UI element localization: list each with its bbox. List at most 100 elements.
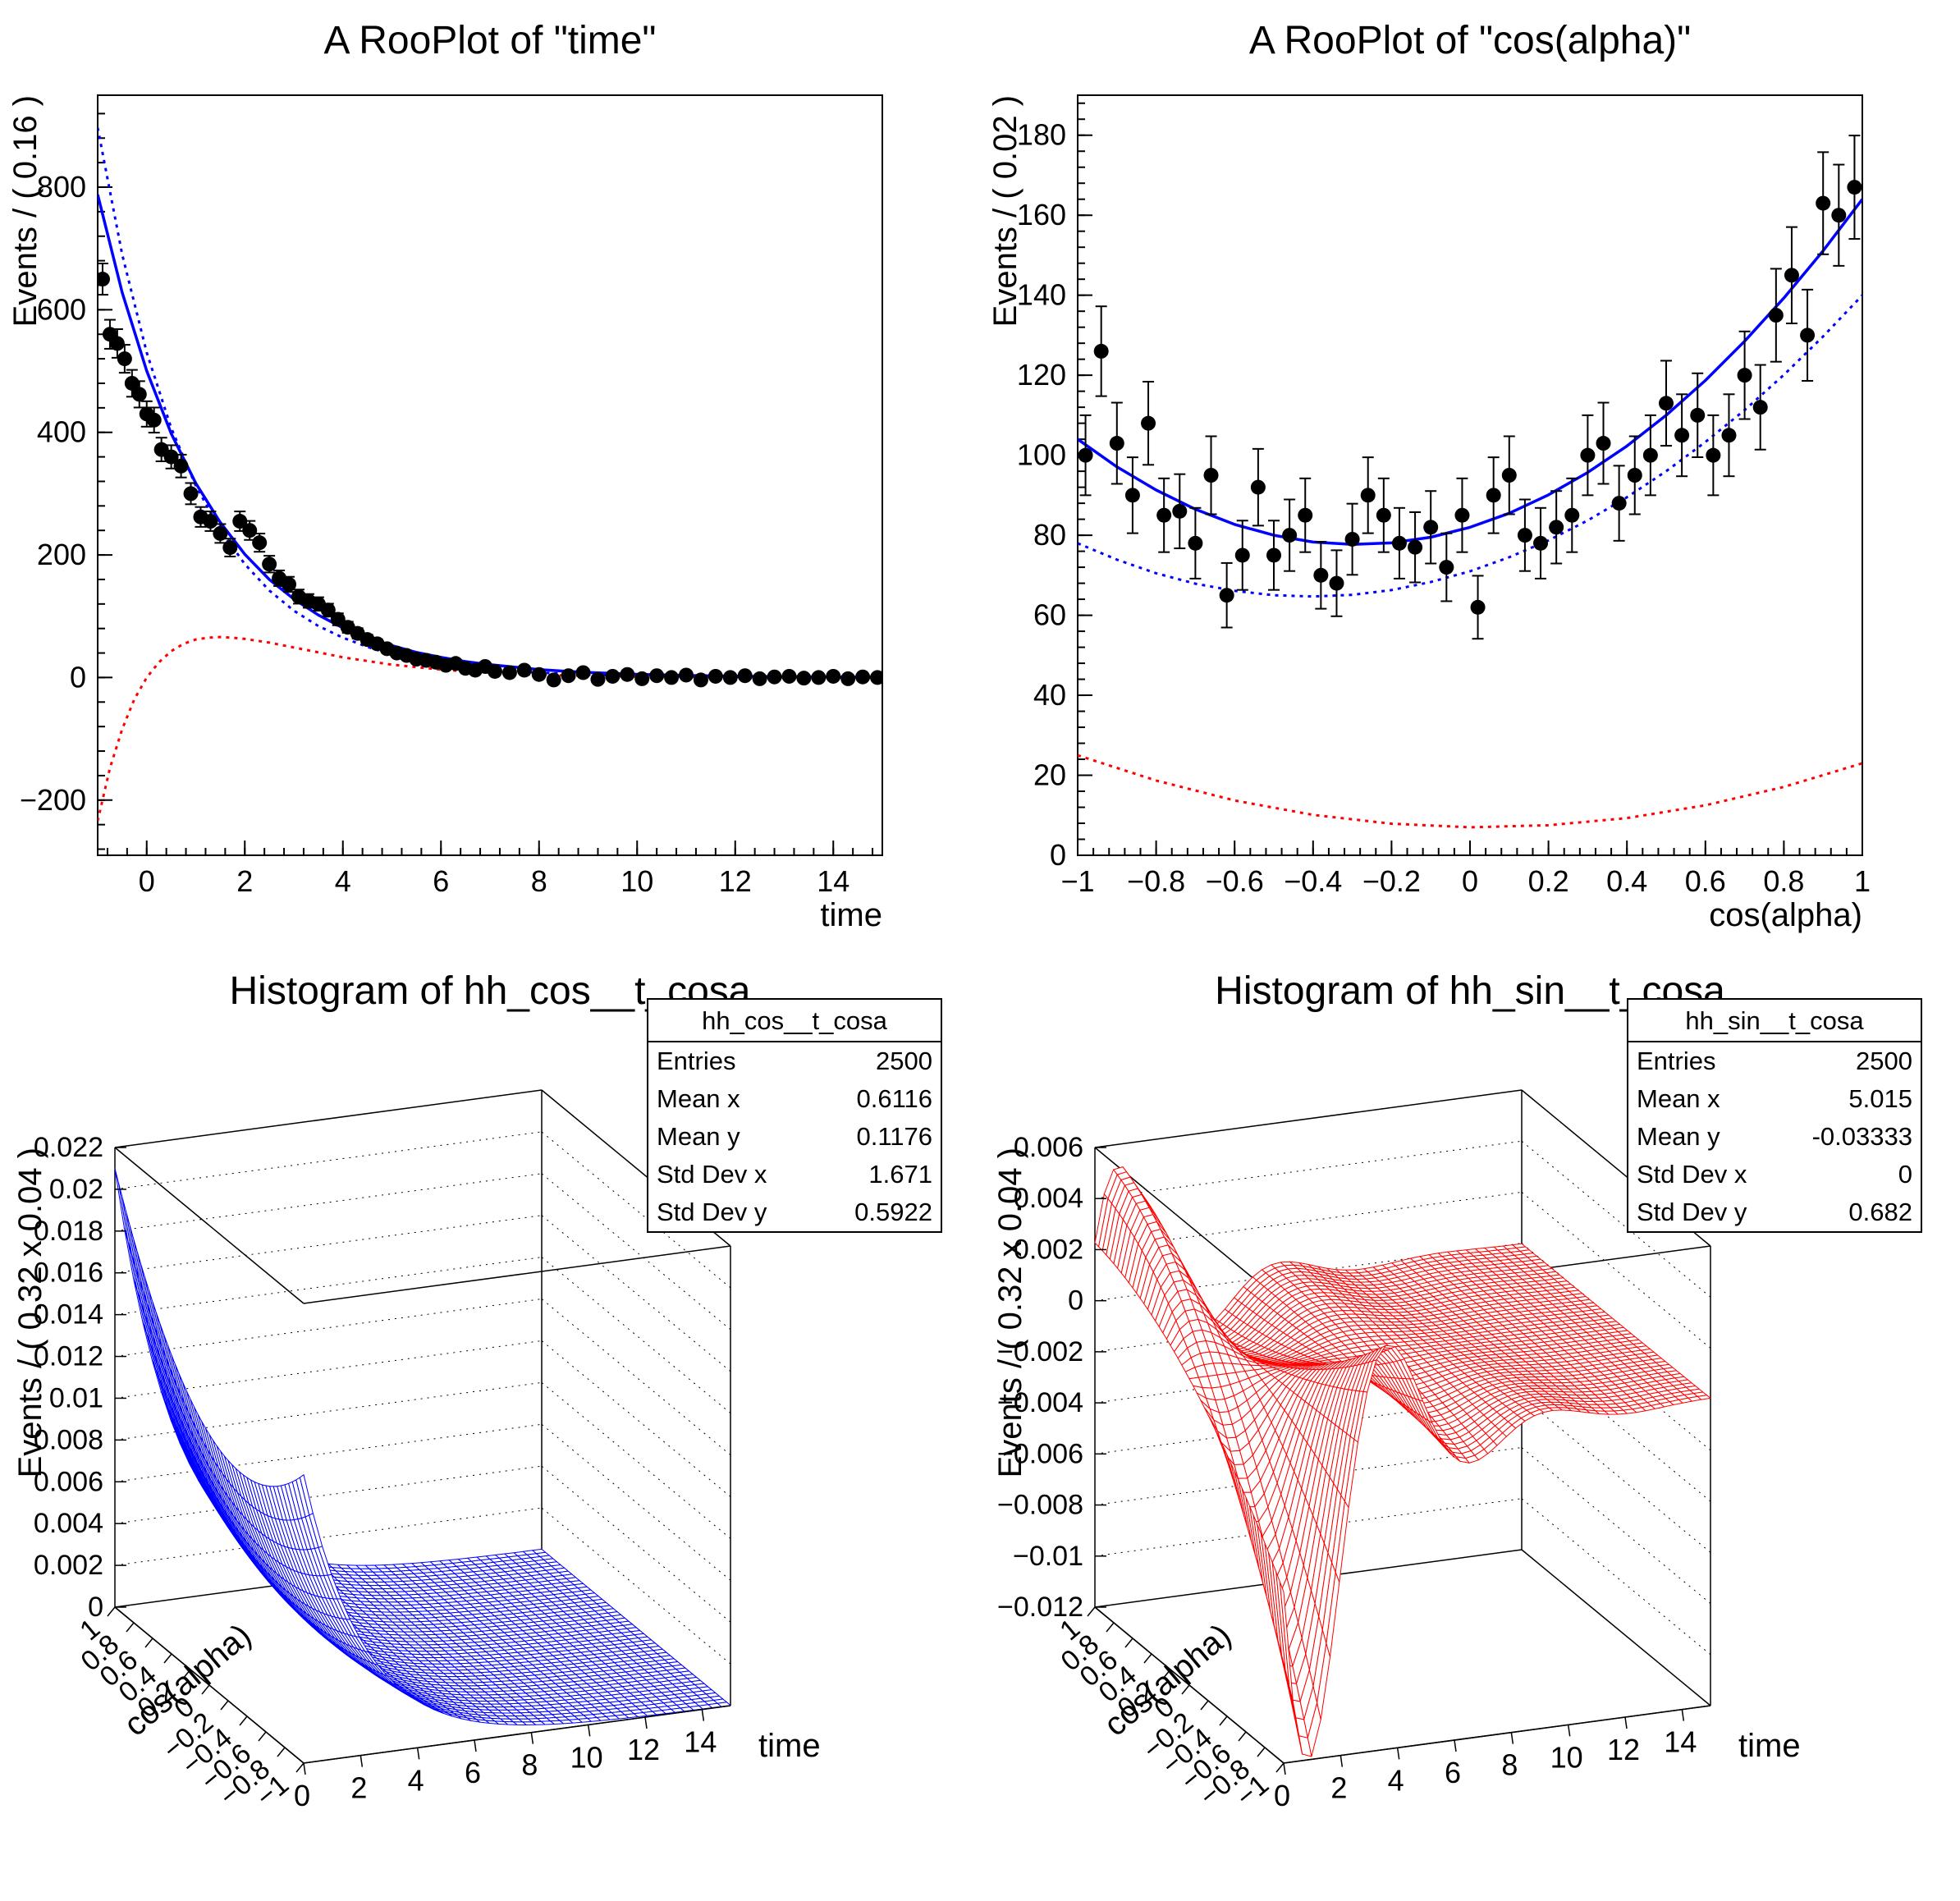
y-tick-label: 0 — [1050, 838, 1066, 872]
data-points — [1078, 135, 1862, 640]
data-point — [1659, 396, 1674, 411]
stats-box-hh-sin[interactable]: hh_sin__t_cosa Entries 2500 Mean x 5.015 M… — [1627, 998, 1922, 1233]
x-axis: −1 −0.8 −0.6 −0.4 −0.2 0 0.2 0.4 0.6 0.8 1 — [1060, 841, 1871, 898]
data-point — [1423, 520, 1439, 535]
surface-plot: −0.012 −0.01 −0.008 −0.006 −0.004 −0.002 0 0.00… — [992, 1089, 1801, 1813]
stat-value: 0.5922 — [854, 1198, 932, 1226]
data-point — [840, 671, 856, 686]
data-point — [1439, 560, 1454, 575]
time-axis: 0 2 4 6 8 10 12 14 time — [1274, 1709, 1801, 1812]
data-point — [1109, 436, 1124, 451]
data-point — [1674, 428, 1690, 443]
stat-value: 2500 — [1856, 1047, 1912, 1075]
data-point — [767, 669, 782, 685]
data-point — [796, 671, 812, 686]
curve-model-fit — [98, 194, 882, 679]
data-point — [870, 670, 882, 685]
time-tick-label: 0 — [1274, 1779, 1290, 1812]
data-point — [1203, 468, 1219, 483]
x-axis: 0 2 4 6 8 10 12 14 — [106, 841, 874, 898]
z-tick-label: −0.012 — [997, 1592, 1083, 1623]
pad-title-time: A RooPlot of "time" — [323, 19, 657, 62]
data-point — [752, 671, 767, 686]
surface-mesh — [1094, 1166, 1711, 1757]
pad-hh-cos-surface: 0 0.002 0.004 0.006 0.008 0.01 0.012 0.014 0.016… — [0, 950, 980, 1901]
data-point — [232, 514, 248, 529]
data-point — [1768, 308, 1784, 323]
z-tick-label: −0.004 — [997, 1387, 1083, 1418]
data-point — [1549, 520, 1564, 535]
data-point — [282, 576, 297, 592]
stat-value: 1.671 — [868, 1160, 932, 1189]
z-tick-label: 0 — [88, 1592, 103, 1623]
time-tick-label: 2 — [1330, 1771, 1347, 1805]
data-point — [183, 486, 199, 502]
data-point — [1282, 528, 1298, 543]
time-tick-label: 2 — [350, 1771, 367, 1805]
data-point — [1816, 195, 1831, 211]
data-point — [1501, 468, 1517, 483]
z-tick-label: 0.002 — [1014, 1234, 1083, 1265]
data-point — [722, 670, 738, 685]
hh-sin-surface-svg: −0.012 −0.01 −0.008 −0.006 −0.004 −0.002 0 0.00… — [992, 1089, 1801, 1813]
z-tick-label: 0.006 — [1014, 1132, 1083, 1163]
data-point — [516, 662, 532, 678]
z-tick-label: 0.002 — [34, 1550, 103, 1581]
z-tick-label: 0.012 — [34, 1341, 103, 1372]
data-point — [1250, 479, 1266, 495]
data-point — [575, 665, 591, 680]
time-tick-label: 12 — [627, 1733, 660, 1766]
data-point — [1313, 567, 1329, 583]
plot-frame — [97, 94, 883, 856]
z-tick-label: 0.004 — [34, 1508, 103, 1539]
x-tick-label: 0 — [139, 864, 155, 898]
x-tick-label: 2 — [236, 864, 253, 898]
data-point — [634, 671, 650, 686]
x-tick-label: −0.6 — [1206, 864, 1264, 898]
z-tick-label: 0.008 — [34, 1424, 103, 1455]
time-tick-label: 0 — [294, 1779, 310, 1812]
curve-component-red — [1078, 754, 1862, 829]
time-tick-label: 6 — [465, 1756, 481, 1789]
data-point — [1329, 575, 1344, 591]
stats-row: Entries 2500 — [648, 1042, 941, 1080]
stats-box-hh-cos[interactable]: hh_cos__t_cosa Entries 2500 Mean x 0.6116 … — [647, 998, 942, 1233]
data-point — [109, 336, 125, 351]
data-point — [1188, 535, 1203, 551]
data-point — [546, 672, 561, 688]
time-tick-label: 14 — [684, 1725, 717, 1759]
data-point — [1093, 343, 1109, 359]
stats-row: Std Dev y 0.5922 — [648, 1193, 941, 1231]
z-tick-label: −0.01 — [1013, 1541, 1083, 1572]
data-point — [1611, 496, 1627, 511]
time-tick-label: 12 — [1607, 1733, 1640, 1766]
z-axis: −0.012 −0.01 −0.008 −0.006 −0.004 −0.002 0 0.00… — [992, 1132, 1106, 1623]
data-point — [487, 663, 502, 679]
stat-label: Std Dev x — [1637, 1160, 1747, 1189]
x-tick-label: 12 — [719, 864, 752, 898]
stat-label: Entries — [657, 1047, 736, 1075]
data-point — [1627, 468, 1642, 483]
data-point — [1533, 535, 1549, 551]
time-tick-label: 14 — [1664, 1725, 1697, 1759]
data-point — [1564, 507, 1580, 523]
x-tick-label: 0.4 — [1606, 864, 1647, 898]
data-point — [826, 668, 841, 684]
stat-label: Mean x — [1637, 1084, 1720, 1113]
data-point — [708, 668, 723, 684]
stats-row: Entries 2500 — [1628, 1042, 1921, 1080]
data-point — [98, 272, 110, 287]
data-point — [213, 525, 228, 541]
x-tick-label: 1 — [1854, 864, 1871, 898]
data-point — [1721, 428, 1737, 443]
data-point — [1831, 208, 1847, 223]
data-point — [693, 672, 708, 688]
data-point — [1752, 400, 1768, 415]
data-point — [1642, 447, 1658, 463]
x-tick-label: 0.6 — [1685, 864, 1726, 898]
time-axis: 0 2 4 6 8 10 12 14 time — [294, 1709, 821, 1812]
y-tick-label: 100 — [1017, 438, 1066, 472]
